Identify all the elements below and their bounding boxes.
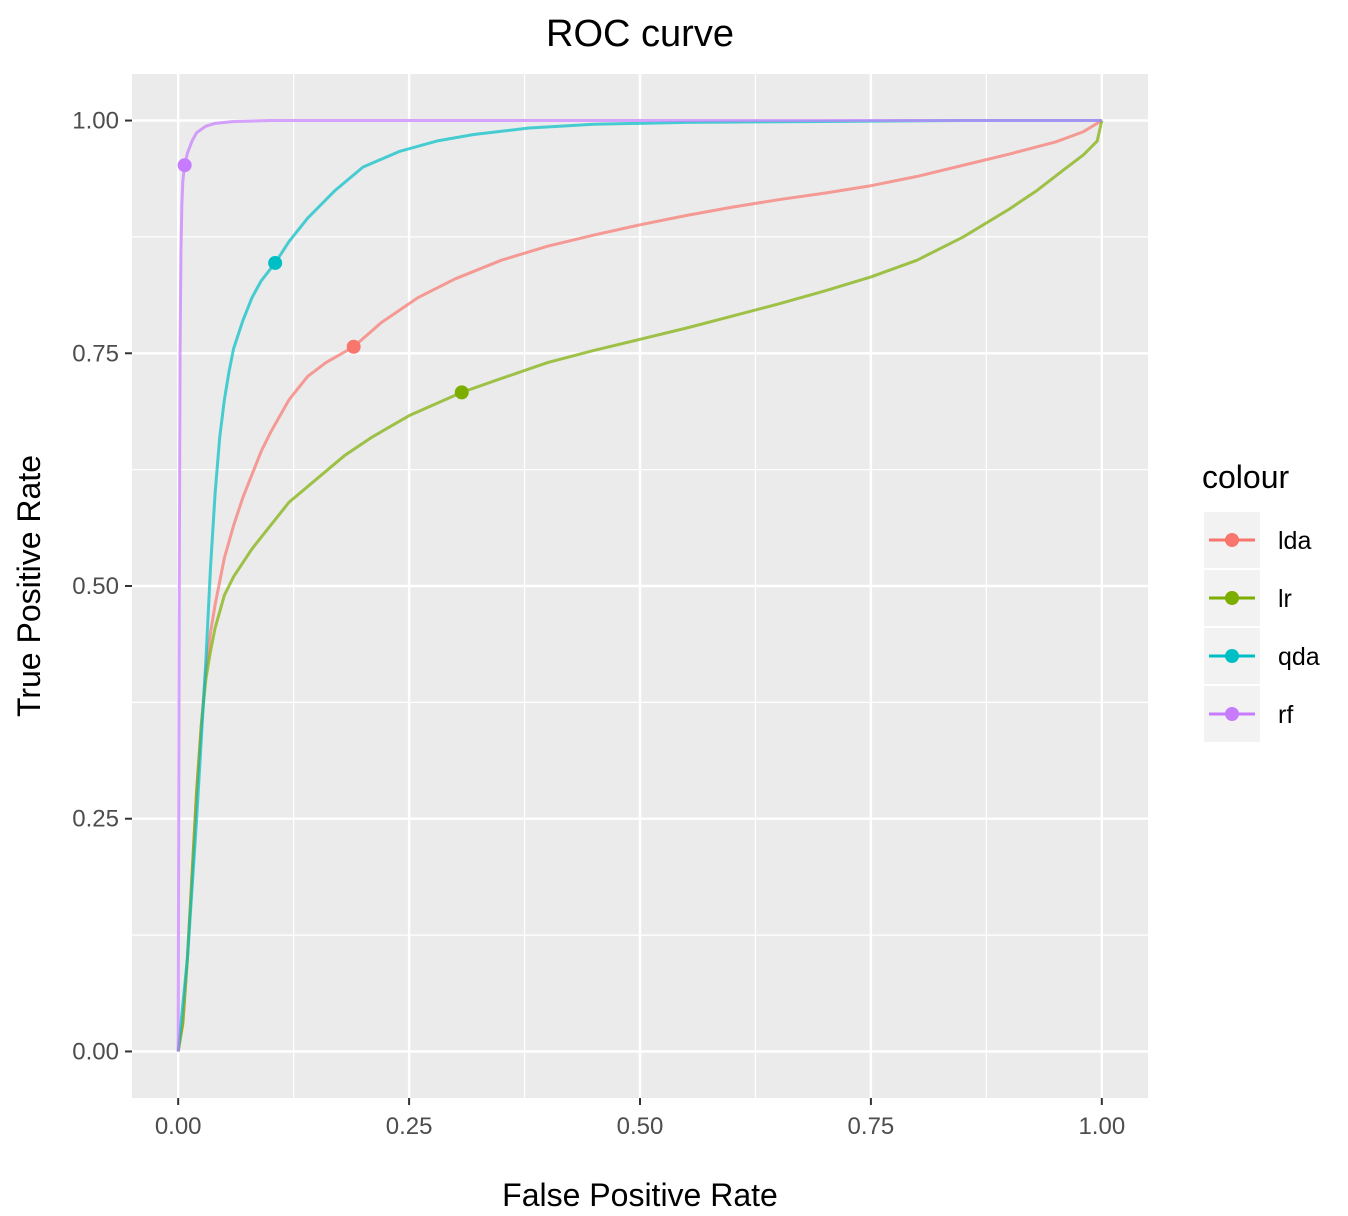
chart-title: ROC curve	[546, 13, 734, 55]
legend-label-lr: lr	[1278, 585, 1292, 613]
series-points	[177, 158, 469, 400]
legend: colour lda lr qda rf	[1202, 459, 1320, 742]
series-line-rf	[176, 119, 1102, 1052]
x-tick-label: 0.25	[386, 1113, 433, 1140]
legend-label-qda: qda	[1278, 643, 1320, 671]
x-tick-label: 1.00	[1078, 1113, 1125, 1140]
legend-title: colour	[1202, 459, 1290, 495]
y-axis-title: True Positive Rate	[11, 455, 47, 717]
y-tick-label: 0.25	[72, 806, 119, 833]
series-point-rf	[177, 158, 192, 173]
legend-key-point-lda	[1225, 533, 1239, 547]
y-axis-ticks: 0.00 0.25 0.50 0.75 1.00	[72, 108, 132, 1065]
y-tick-label: 0.50	[72, 573, 119, 600]
legend-key-point-rf	[1225, 707, 1239, 721]
y-tick-label: 0.00	[72, 1038, 119, 1065]
x-axis-ticks: 0.00 0.25 0.50 0.75 1.00	[155, 1098, 1125, 1140]
x-tick-label: 0.00	[155, 1113, 202, 1140]
y-tick-label: 0.75	[72, 340, 119, 367]
legend-key-point-qda	[1225, 649, 1239, 663]
legend-label-lda: lda	[1278, 527, 1311, 555]
series-point-lda	[346, 339, 361, 354]
legend-label-rf: rf	[1278, 701, 1293, 729]
y-tick-label: 1.00	[72, 108, 119, 135]
legend-key-point-lr	[1225, 591, 1239, 605]
series-point-lr	[454, 385, 469, 400]
series-point-qda	[268, 255, 283, 270]
x-tick-label: 0.50	[617, 1113, 664, 1140]
x-axis-title: False Positive Rate	[502, 1177, 778, 1213]
x-tick-label: 0.75	[848, 1113, 895, 1140]
grid-lines	[132, 74, 1148, 1098]
